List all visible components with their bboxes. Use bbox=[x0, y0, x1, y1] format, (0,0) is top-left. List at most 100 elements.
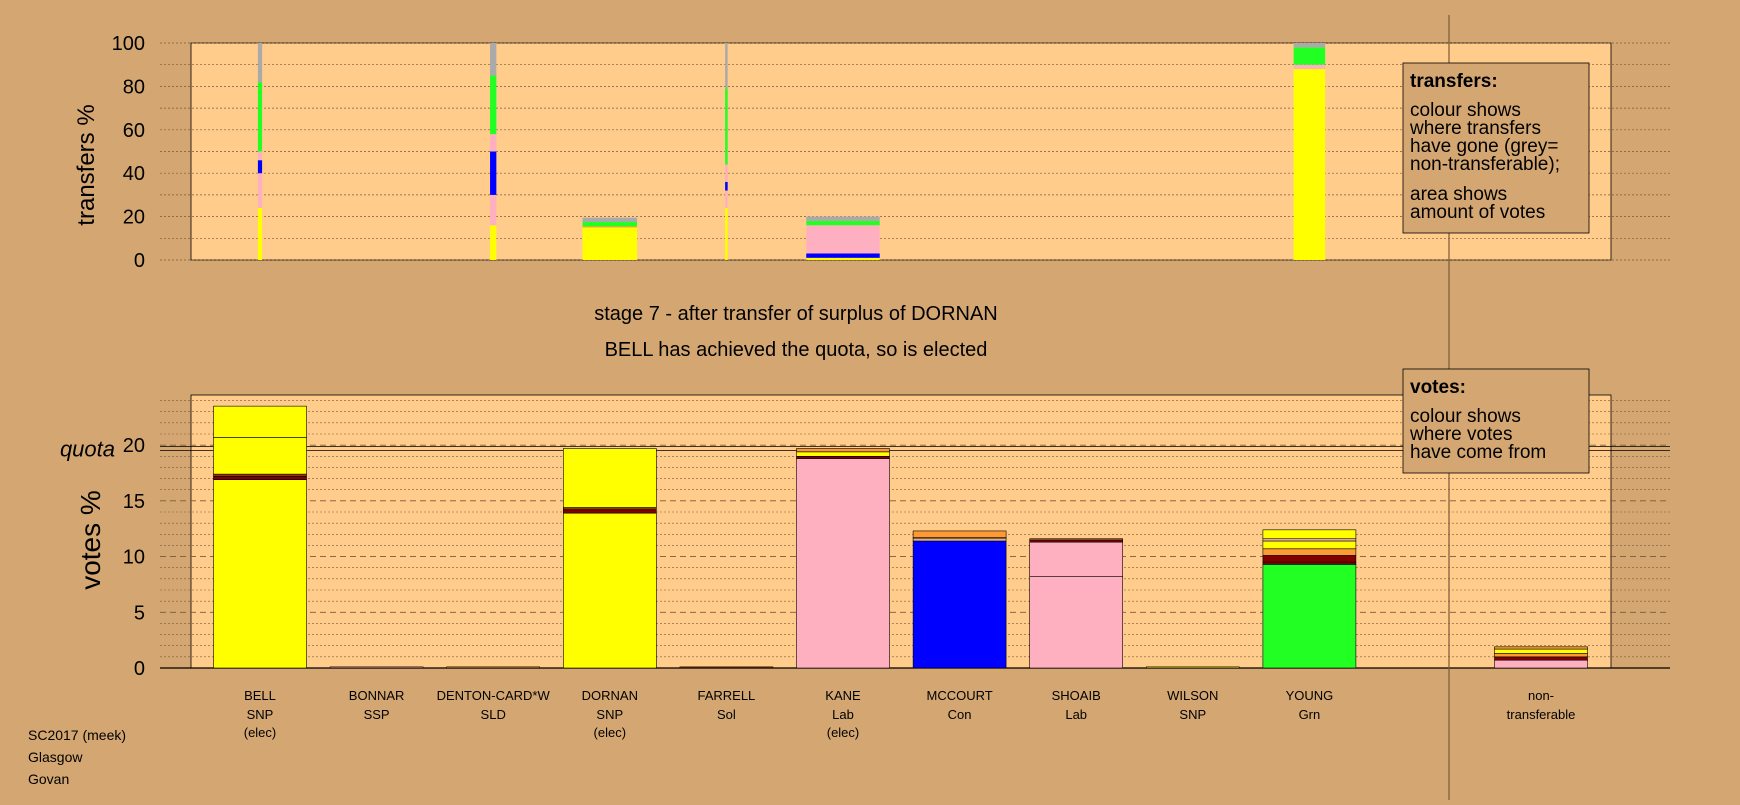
vote-segment-young bbox=[1262, 555, 1357, 563]
transfers-legend-box bbox=[1402, 62, 1590, 234]
votes-y-tick-label: 0 bbox=[134, 658, 145, 680]
transfer-segment-bell bbox=[257, 82, 263, 152]
transfer-segment-farrell bbox=[725, 164, 728, 182]
transfer-segment-farrell bbox=[725, 190, 728, 208]
transfer-segment-denton-card*w bbox=[490, 134, 497, 152]
transfer-segment-bell bbox=[257, 207, 263, 260]
transfer-segment-young bbox=[1293, 69, 1326, 260]
transfer-segment-young bbox=[1293, 43, 1326, 48]
transfers-y-tick-label: 0 bbox=[134, 250, 145, 272]
transfer-segment-denton-card*w bbox=[490, 75, 497, 135]
transfer-segment-farrell bbox=[725, 207, 728, 260]
transfer-segment-farrell bbox=[725, 181, 728, 191]
votes-legend-box bbox=[1402, 368, 1590, 474]
footer-line2: Glasgow bbox=[28, 749, 83, 765]
candidate-name: DENTON-CARD*W bbox=[437, 688, 551, 703]
non-transferable-label: non- bbox=[1528, 688, 1554, 703]
stage-subtitle: BELL has achieved the quota, so is elect… bbox=[605, 339, 988, 361]
transfer-segment-denton-card*w bbox=[490, 151, 497, 195]
transfer-segment-kane bbox=[806, 216, 880, 221]
vote-segment-bell bbox=[213, 476, 307, 480]
votes-y-tick-label: 15 bbox=[123, 491, 145, 513]
vote-segment-bell bbox=[213, 473, 307, 477]
transfers-y-tick-label: 80 bbox=[123, 76, 145, 98]
transfers-legend-line: colour shows bbox=[1410, 100, 1521, 121]
transfer-segment-bell bbox=[257, 43, 263, 83]
vote-segment-young bbox=[1262, 538, 1357, 542]
candidate-name: BELL bbox=[244, 688, 276, 703]
vote-segment-bell bbox=[213, 437, 307, 475]
transfer-segment-kane bbox=[806, 225, 880, 254]
candidate-status: (elec) bbox=[827, 725, 860, 740]
transfer-segment-young bbox=[1293, 47, 1326, 65]
transfer-segment-denton-card*w bbox=[490, 225, 497, 260]
quota-label: quota bbox=[60, 436, 115, 461]
vote-segment-non-transferable bbox=[1494, 659, 1588, 669]
vote-segment-non-transferable bbox=[1494, 653, 1588, 658]
vote-segment-young bbox=[1262, 540, 1357, 550]
candidate-name: FARRELL bbox=[697, 688, 755, 703]
candidate-party: SLD bbox=[481, 707, 506, 722]
vote-segment-mccourt bbox=[912, 538, 1007, 542]
candidate-name: BONNAR bbox=[349, 688, 405, 703]
vote-segment-young bbox=[1262, 548, 1357, 556]
candidate-status: (elec) bbox=[594, 725, 627, 740]
candidate-party: Con bbox=[948, 707, 972, 722]
candidate-party: SNP bbox=[247, 707, 274, 722]
transfer-segment-denton-card*w bbox=[490, 194, 497, 226]
votes-legend-line: colour shows bbox=[1410, 406, 1521, 427]
votes-y-axis-label: votes % bbox=[75, 490, 106, 590]
votes-y-tick-label: 10 bbox=[123, 547, 145, 569]
footer-line1: SC2017 (meek) bbox=[28, 727, 126, 743]
vote-segment-farrell bbox=[679, 666, 774, 669]
transfer-segment-farrell bbox=[725, 43, 728, 89]
vote-segment-shoaib bbox=[1029, 539, 1123, 543]
vote-segment-shoaib bbox=[1029, 576, 1123, 669]
candidate-labels: BELL SNP (elec) BONNAR SSP DENTON-CARD*W SLD DO… bbox=[244, 688, 1576, 740]
votes-bars bbox=[213, 405, 1588, 669]
candidate-party: Grn bbox=[1299, 707, 1321, 722]
votes-legend-line: where votes bbox=[1409, 424, 1512, 445]
transfer-segment-dornan bbox=[582, 222, 638, 227]
transfer-segment-dornan bbox=[582, 227, 638, 260]
transfer-segment-dornan bbox=[582, 226, 638, 228]
vote-segment-bonnar bbox=[329, 666, 424, 669]
vote-segment-bell bbox=[213, 479, 307, 669]
vote-segment-non-transferable bbox=[1494, 646, 1588, 650]
vote-segment-kane bbox=[796, 448, 890, 453]
vote-segment-young bbox=[1262, 561, 1357, 565]
candidate-party: Lab bbox=[832, 707, 854, 722]
transfer-segment-kane bbox=[806, 220, 880, 226]
transfers-legend-line: non-transferable); bbox=[1410, 154, 1560, 175]
votes-y-tick-label: 5 bbox=[134, 602, 145, 624]
candidate-name: SHOAIB bbox=[1052, 688, 1101, 703]
transfers-legend-line: area shows bbox=[1410, 184, 1507, 205]
vote-segment-bell bbox=[213, 405, 307, 438]
transfers-y-tick-label: 100 bbox=[112, 33, 145, 55]
transfers-legend: transfers: colour shows where transfers … bbox=[1402, 62, 1590, 234]
vote-segment-denton-card*w bbox=[446, 666, 541, 669]
transfer-segment-bell bbox=[257, 151, 263, 161]
transfers-legend-line: where transfers bbox=[1409, 118, 1541, 139]
non-transferable-label: transferable bbox=[1507, 707, 1576, 722]
vote-segment-wilson bbox=[1146, 666, 1240, 669]
votes-tick-labels: 0 5 10 15 20 quota bbox=[60, 435, 145, 680]
votes-legend: votes: colour shows where votes have com… bbox=[1402, 368, 1590, 474]
transfers-tick-labels: 0 20 40 60 80 100 bbox=[112, 33, 145, 272]
vote-segment-dornan bbox=[562, 512, 657, 669]
votes-legend-title: votes: bbox=[1410, 377, 1466, 398]
vote-segment-dornan bbox=[562, 448, 657, 508]
transfers-bars bbox=[257, 43, 1326, 260]
candidate-name: WILSON bbox=[1167, 688, 1218, 703]
votes-legend-line: have come from bbox=[1410, 442, 1546, 463]
transfers-plot: 0 20 40 60 80 100 transfers % bbox=[73, 33, 1670, 272]
candidate-party: SNP bbox=[1179, 707, 1206, 722]
transfer-segment-dornan bbox=[582, 217, 638, 223]
vote-segment-shoaib bbox=[1029, 538, 1123, 541]
vote-segment-shoaib bbox=[1029, 541, 1123, 577]
vote-segment-kane bbox=[796, 451, 890, 457]
transfer-segment-denton-card*w bbox=[490, 43, 497, 76]
transfers-legend-title: transfers: bbox=[1410, 71, 1498, 92]
